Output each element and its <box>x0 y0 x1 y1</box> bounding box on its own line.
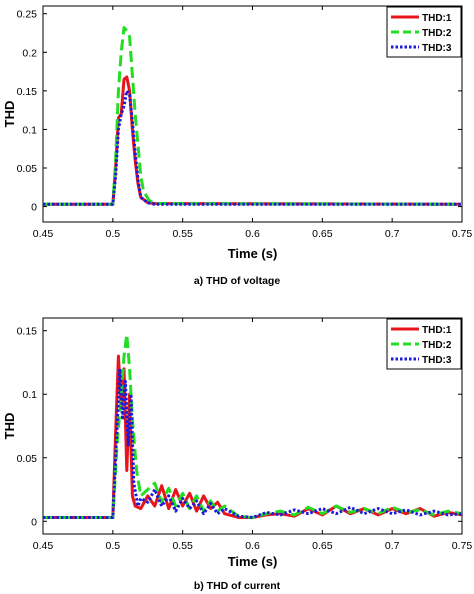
x-tick-label: 0.65 <box>312 228 333 240</box>
x-tick-label: 0.7 <box>385 228 400 240</box>
x-axis-label: Time (s) <box>228 246 278 261</box>
x-tick-label: 0.7 <box>385 540 400 552</box>
chart-2: 0.45 0.5 0.55 0.6 0.65 0.7 0.75 0 0.05 0.1 0.15 Tim… <box>2 317 473 592</box>
x-axis-label: Time (s) <box>228 554 278 569</box>
y-tick-label: 0.05 <box>17 163 38 175</box>
x-tick-label: 0.45 <box>33 228 54 240</box>
x-tick-label: 0.6 <box>245 228 260 240</box>
x-tick-label: 0.45 <box>33 540 54 552</box>
x-tick-label: 0.55 <box>172 228 193 240</box>
x-tick-label: 0.75 <box>452 228 473 240</box>
series-line-thd-3 <box>43 367 462 519</box>
y-tick-label: 0.05 <box>17 453 38 465</box>
x-tick-label: 0.55 <box>172 540 193 552</box>
x-tick-label: 0.5 <box>106 540 121 552</box>
y-axis-label: THD <box>2 413 17 440</box>
series-line-thd-2 <box>43 333 462 519</box>
legend-label: THD:2 <box>422 28 452 39</box>
legend: THD:1 THD:2 THD:3 <box>386 6 462 58</box>
y-tick-label: 0.2 <box>22 47 37 59</box>
chart-caption: b) THD of current <box>194 580 281 592</box>
y-tick-label: 0 <box>31 516 37 528</box>
series-line-thd-2 <box>43 26 462 206</box>
x-tick-label: 0.5 <box>106 228 121 240</box>
legend-box <box>386 6 462 58</box>
y-tick-label: 0.1 <box>22 389 37 401</box>
legend-label: THD:1 <box>422 13 452 24</box>
x-tick-label: 0.6 <box>245 540 260 552</box>
y-tick-label: 0 <box>31 202 37 214</box>
legend-label: THD:2 <box>422 340 452 351</box>
legend: THD:1 THD:2 THD:3 <box>386 318 462 370</box>
chart-caption: a) THD of voltage <box>194 275 280 287</box>
legend-label: THD:3 <box>422 43 452 54</box>
chart-1: 0.45 0.5 0.55 0.6 0.65 0.7 0.75 0 0.05 0.1 0.15 0.2… <box>2 5 473 287</box>
y-axis-label: THD <box>2 101 17 128</box>
legend-label: THD:1 <box>422 325 452 336</box>
y-tick-label: 0.15 <box>17 86 38 98</box>
x-tick-label: 0.65 <box>312 540 333 552</box>
legend-box <box>386 318 462 370</box>
y-tick-label: 0.25 <box>17 9 38 21</box>
x-tick-label: 0.75 <box>452 540 473 552</box>
y-tick-label: 0.1 <box>22 124 37 136</box>
legend-label: THD:3 <box>422 355 452 366</box>
series-line-thd-3 <box>43 89 462 206</box>
y-tick-label: 0.15 <box>17 326 38 338</box>
